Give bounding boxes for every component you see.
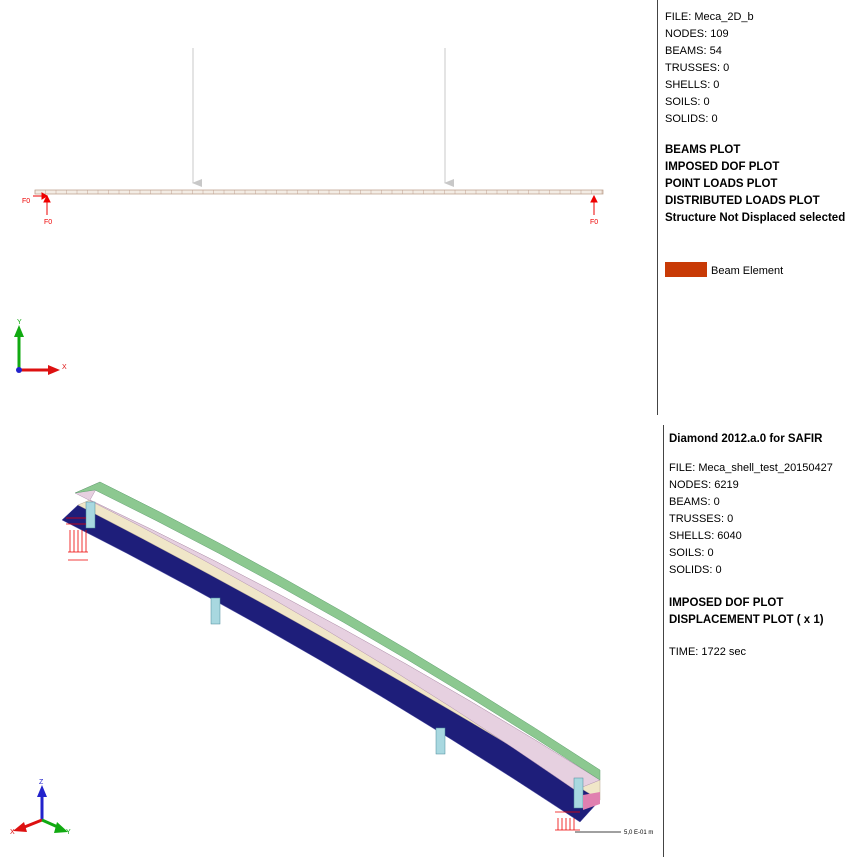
- axis-label: X: [62, 364, 67, 371]
- axis-label: Y: [17, 319, 22, 326]
- plot-line: IMPOSED DOF PLOT: [669, 597, 783, 609]
- screen: F0 F0 F0 Y X Beam Element 5,0 E-01 m Z X…: [0, 0, 851, 857]
- beam-3d: [62, 482, 600, 822]
- axis-triad: [14, 325, 60, 375]
- info-line: SHELLS: 6040: [669, 530, 742, 542]
- axis-label: Y: [66, 829, 71, 836]
- info-line: BEAMS: 0: [669, 496, 720, 508]
- support-label: F0: [44, 219, 52, 226]
- info-line: TRUSSES: 0: [665, 62, 729, 74]
- time: TIME: 1722 sec: [669, 646, 747, 658]
- support-label: F0: [22, 198, 30, 205]
- info-line: FILE: Meca_2D_b: [665, 11, 754, 23]
- axis-label: Z: [39, 779, 44, 786]
- legend-swatch: [665, 262, 707, 277]
- info-line: SOILS: 0: [665, 96, 710, 108]
- support-label: F0: [590, 219, 598, 226]
- info-line: SOLIDS: 0: [665, 113, 718, 125]
- supports: [33, 193, 597, 215]
- info-line: BEAMS: 54: [665, 45, 722, 57]
- app-title: Diamond 2012.a.0 for SAFIR: [669, 433, 823, 445]
- axis-label: X: [10, 829, 15, 836]
- legend-label: Beam Element: [711, 265, 783, 277]
- plot-line: Structure Not Displaced selected: [665, 212, 845, 224]
- info-line: NODES: 6219: [669, 479, 739, 491]
- info-line: FILE: Meca_shell_test_20150427: [669, 462, 833, 474]
- supports: [66, 518, 580, 830]
- info-line: TRUSSES: 0: [669, 513, 733, 525]
- info-line: SOILS: 0: [669, 547, 714, 559]
- axis-triad: [13, 785, 68, 833]
- beam-2d: [35, 190, 603, 194]
- viewer: F0 F0 F0 Y X Beam Element 5,0 E-01 m Z X…: [0, 0, 851, 857]
- plot-line: IMPOSED DOF PLOT: [665, 161, 779, 173]
- plot-line: BEAMS PLOT: [665, 144, 740, 156]
- info-line: SOLIDS: 0: [669, 564, 722, 576]
- scale-label: 5,0 E-01 m: [624, 830, 653, 836]
- plot-line: DISTRIBUTED LOADS PLOT: [665, 195, 820, 207]
- info-line: SHELLS: 0: [665, 79, 719, 91]
- plot-line: POINT LOADS PLOT: [665, 178, 777, 190]
- plot-line: DISPLACEMENT PLOT ( x 1): [669, 614, 824, 626]
- info-line: NODES: 109: [665, 28, 729, 40]
